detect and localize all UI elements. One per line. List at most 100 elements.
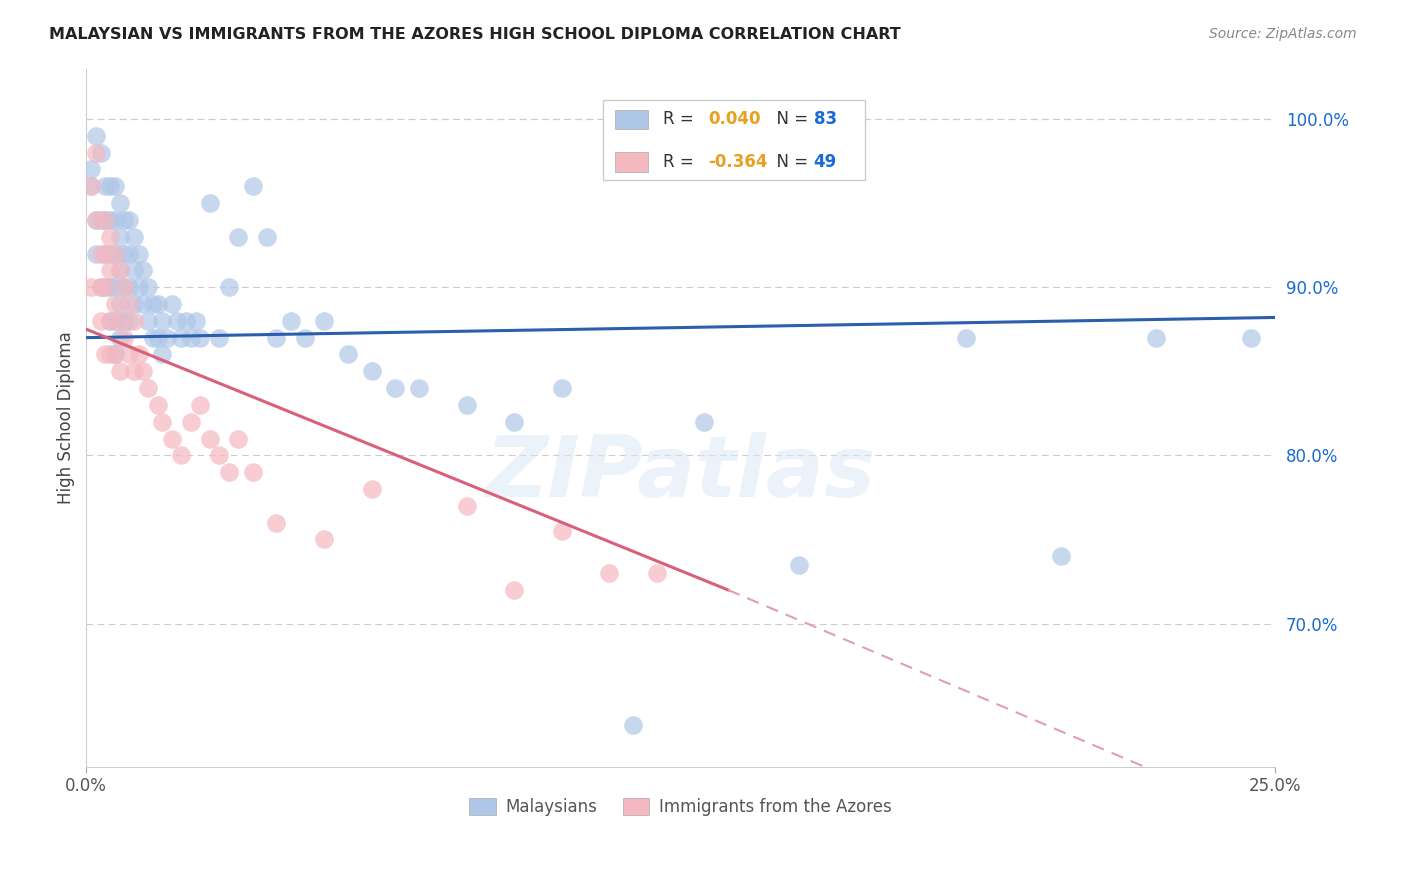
Point [104,246,127,260]
Point [90,314,112,328]
Point [166,314,188,328]
Point [94,280,117,294]
Point [98,229,121,244]
Point [228,229,250,244]
Point [280,314,302,328]
Point [104,347,127,361]
Point [128,347,150,361]
Point [160,432,183,446]
Text: 49: 49 [814,153,837,171]
Point [136,314,159,328]
FancyBboxPatch shape [603,100,865,180]
Point [98,347,121,361]
Point [108,196,131,211]
Point [266,331,288,345]
Point [132,297,155,311]
Point [170,331,193,345]
Point [112,314,135,328]
Point [84,128,107,143]
Point [150,314,173,328]
Point [150,415,173,429]
Point [208,331,231,345]
Point [266,516,288,530]
Point [156,331,179,345]
Point [142,297,165,311]
Point [598,566,620,581]
Point [503,582,526,597]
Point [104,347,127,361]
Point [456,398,478,412]
Point [108,364,131,378]
Point [98,280,121,294]
FancyBboxPatch shape [616,153,648,172]
Point [104,297,127,311]
Point [84,213,107,227]
Point [112,213,135,227]
Text: 83: 83 [814,111,837,128]
Point [190,331,212,345]
Point [80,179,103,194]
Point [98,213,121,227]
Text: N =: N = [766,111,814,128]
Point [150,347,173,361]
Point [550,524,572,538]
Point [80,162,103,177]
Point [146,398,169,412]
FancyBboxPatch shape [616,110,648,129]
Point [408,381,430,395]
Point [955,331,977,345]
Y-axis label: High School Diploma: High School Diploma [58,331,75,504]
Point [621,717,644,731]
Point [1144,331,1167,345]
Point [122,263,145,277]
Point [198,196,221,211]
Point [104,213,127,227]
Point [94,246,117,260]
Point [90,145,112,160]
Point [136,280,159,294]
Point [122,229,145,244]
Point [98,314,121,328]
Point [98,246,121,260]
Point [90,280,112,294]
Point [180,331,202,345]
Point [693,415,716,429]
Point [146,331,169,345]
Point [132,364,155,378]
Point [80,179,103,194]
Point [118,213,141,227]
Point [104,314,127,328]
Point [160,297,183,311]
Point [128,246,150,260]
Point [1240,331,1263,345]
Point [360,482,382,496]
Point [242,465,264,479]
Point [80,280,103,294]
Point [84,213,107,227]
Point [94,179,117,194]
Point [218,465,240,479]
Point [104,179,127,194]
Point [136,381,159,395]
Point [180,415,202,429]
Point [208,449,231,463]
Legend: Malaysians, Immigrants from the Azores: Malaysians, Immigrants from the Azores [461,789,900,824]
Point [503,415,526,429]
Point [112,280,135,294]
Point [98,263,121,277]
Point [108,263,131,277]
Point [174,314,197,328]
Point [242,179,264,194]
Point [84,246,107,260]
Point [1049,549,1071,564]
Text: R =: R = [662,153,699,171]
Point [645,566,668,581]
Text: -0.364: -0.364 [707,153,768,171]
Point [98,179,121,194]
Point [170,449,193,463]
Point [94,246,117,260]
Point [118,246,141,260]
Point [789,558,811,572]
Point [456,499,478,513]
Point [228,432,250,446]
